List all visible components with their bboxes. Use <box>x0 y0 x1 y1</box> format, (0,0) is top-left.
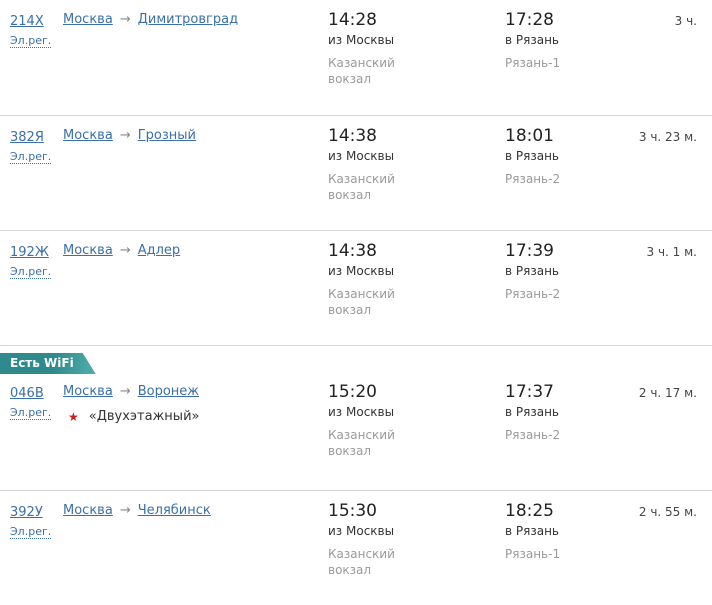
trip-duration: 2 ч. 55 м. <box>638 505 697 519</box>
wifi-badge: Есть WiFi <box>0 353 96 374</box>
train-number-link[interactable]: 392У <box>10 505 43 520</box>
origin-link[interactable]: Москва <box>63 243 113 258</box>
destination-link[interactable]: Грозный <box>137 128 196 143</box>
arrival-column: 18:25 в Рязань Рязань-1 <box>505 501 625 562</box>
origin-link[interactable]: Москва <box>63 384 113 399</box>
ereg-link[interactable]: Эл.рег. <box>10 525 52 539</box>
departure-column: 15:20 из Москвы Казанский вокзал <box>328 382 505 459</box>
destination-link[interactable]: Челябинск <box>137 503 211 518</box>
route-arrow-icon: → <box>119 128 131 143</box>
destination-link[interactable]: Адлер <box>137 243 181 258</box>
departure-station: Казанский вокзал <box>328 287 395 317</box>
destination-link[interactable]: Воронеж <box>137 384 200 399</box>
train-number-link[interactable]: 192Ж <box>10 245 49 260</box>
train-row: Есть WiFi 046В Эл.рег. Москва → Воронеж ★ «… <box>0 345 712 490</box>
train-row: 214Х Эл.рег. Москва → Димитровград 14:28 и… <box>0 0 712 115</box>
arrival-time: 18:01 <box>505 126 554 146</box>
route-arrow-icon: → <box>119 12 131 27</box>
departure-time: 14:38 <box>328 241 377 261</box>
route-column: Москва → Димитровград <box>63 10 328 28</box>
train-id-column: 214Х Эл.рег. <box>10 10 63 48</box>
train-number-link[interactable]: 214Х <box>10 14 44 29</box>
trip-duration: 3 ч. <box>674 14 697 28</box>
ereg-link[interactable]: Эл.рег. <box>10 406 52 420</box>
arrival-column: 17:37 в Рязань Рязань-2 <box>505 382 625 443</box>
train-name-line: ★ «Двухэтажный» <box>63 409 328 424</box>
arrival-time: 18:25 <box>505 501 554 521</box>
train-id-column: 046В Эл.рег. <box>10 382 63 420</box>
arrival-time: 17:37 <box>505 382 554 402</box>
arrival-direction: в Рязань <box>505 405 559 419</box>
arrival-direction: в Рязань <box>505 524 559 538</box>
arrival-station: Рязань-2 <box>505 172 561 186</box>
departure-column: 14:38 из Москвы Казанский вокзал <box>328 126 505 203</box>
train-name: «Двухэтажный» <box>88 409 200 424</box>
departure-time: 15:20 <box>328 382 377 402</box>
route-arrow-icon: → <box>119 384 131 399</box>
trip-duration: 3 ч. 1 м. <box>646 245 697 259</box>
route-column: Москва → Воронеж ★ «Двухэтажный» <box>63 382 328 424</box>
departure-column: 14:38 из Москвы Казанский вокзал <box>328 241 505 318</box>
train-number-link[interactable]: 046В <box>10 386 44 401</box>
departure-direction: из Москвы <box>328 33 395 47</box>
route-arrow-icon: → <box>119 503 131 518</box>
train-id-column: 392У Эл.рег. <box>10 501 63 539</box>
arrival-time: 17:28 <box>505 10 554 30</box>
departure-time: 15:30 <box>328 501 377 521</box>
origin-link[interactable]: Москва <box>63 503 113 518</box>
ereg-link[interactable]: Эл.рег. <box>10 265 52 279</box>
train-id-column: 382Я Эл.рег. <box>10 126 63 164</box>
ereg-link[interactable]: Эл.рег. <box>10 34 52 48</box>
arrival-station: Рязань-2 <box>505 287 561 301</box>
arrival-direction: в Рязань <box>505 264 559 278</box>
arrival-column: 17:28 в Рязань Рязань-1 <box>505 10 625 71</box>
departure-time: 14:38 <box>328 126 377 146</box>
train-row: 192Ж Эл.рег. Москва → Адлер 14:38 из Москв… <box>0 230 712 345</box>
departure-station: Казанский вокзал <box>328 547 395 577</box>
departure-direction: из Москвы <box>328 264 395 278</box>
branded-train-star-icon: ★ <box>68 409 79 424</box>
departure-time: 14:28 <box>328 10 377 30</box>
train-row: 382Я Эл.рег. Москва → Грозный 14:38 из Мос… <box>0 115 712 230</box>
origin-link[interactable]: Москва <box>63 12 113 27</box>
route-column: Москва → Адлер <box>63 241 328 259</box>
trip-duration: 3 ч. 23 м. <box>638 130 697 144</box>
train-id-column: 192Ж Эл.рег. <box>10 241 63 279</box>
route-column: Москва → Грозный <box>63 126 328 144</box>
arrival-direction: в Рязань <box>505 33 559 47</box>
departure-direction: из Москвы <box>328 524 395 538</box>
departure-column: 15:30 из Москвы Казанский вокзал <box>328 501 505 578</box>
train-number-link[interactable]: 382Я <box>10 130 44 145</box>
trip-duration: 2 ч. 17 м. <box>638 386 697 400</box>
arrival-time: 17:39 <box>505 241 554 261</box>
origin-link[interactable]: Москва <box>63 128 113 143</box>
departure-station: Казанский вокзал <box>328 172 395 202</box>
arrival-station: Рязань-1 <box>505 547 561 561</box>
train-row: 392У Эл.рег. Москва → Челябинск 15:30 из М… <box>0 490 712 605</box>
departure-station: Казанский вокзал <box>328 428 395 458</box>
arrival-station: Рязань-1 <box>505 56 561 70</box>
arrival-column: 17:39 в Рязань Рязань-2 <box>505 241 625 302</box>
departure-direction: из Москвы <box>328 405 395 419</box>
route-arrow-icon: → <box>119 243 131 258</box>
ereg-link[interactable]: Эл.рег. <box>10 150 52 164</box>
departure-direction: из Москвы <box>328 149 395 163</box>
destination-link[interactable]: Димитровград <box>137 12 239 27</box>
arrival-station: Рязань-2 <box>505 428 561 442</box>
arrival-column: 18:01 в Рязань Рязань-2 <box>505 126 625 187</box>
departure-station: Казанский вокзал <box>328 56 395 86</box>
departure-column: 14:28 из Москвы Казанский вокзал <box>328 10 505 87</box>
arrival-direction: в Рязань <box>505 149 559 163</box>
route-column: Москва → Челябинск <box>63 501 328 519</box>
